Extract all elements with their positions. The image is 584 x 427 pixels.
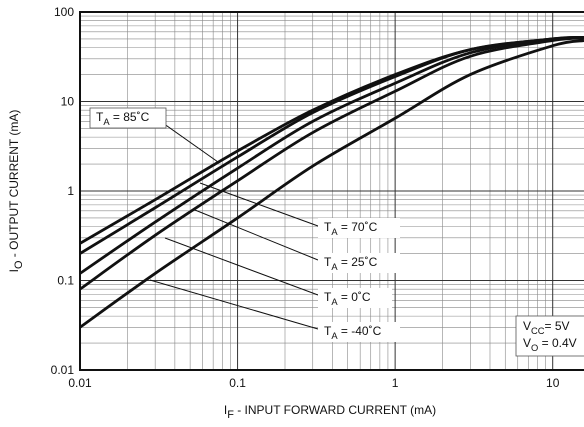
annotation-part: = 0.4V <box>538 336 576 350</box>
leader-line <box>194 209 319 261</box>
y-axis-label-part: - OUTPUT CURRENT (mA) <box>7 110 21 261</box>
label-bg <box>318 218 400 238</box>
plot-frame <box>79 11 584 371</box>
series-label: TA = 70˚C <box>324 220 378 237</box>
x-axis-label-part: - INPUT FORWARD CURRENT (mA) <box>234 403 436 417</box>
series-label: TA = 25˚C <box>324 255 378 272</box>
series-label-part: T <box>324 255 332 269</box>
y-tick-label: 0.1 <box>57 274 74 288</box>
leader-line <box>164 237 319 296</box>
series-label: TA = 0˚C <box>324 290 371 307</box>
x-tick-label: 1 <box>392 376 399 390</box>
annotation-part: V <box>523 336 531 350</box>
series-label-part: T <box>324 290 332 304</box>
series-label-part: A <box>103 117 110 127</box>
series-label-part: A <box>331 227 338 237</box>
series-label-part: T <box>96 110 104 124</box>
annotation-part: CC <box>531 326 545 336</box>
y-tick-label: 10 <box>61 95 75 109</box>
series-label-part: = 70˚C <box>338 220 378 234</box>
curve <box>80 39 584 329</box>
annotation-part: = 5V <box>545 319 570 333</box>
conditions-box <box>515 315 584 357</box>
series-label-part: = 0˚C <box>338 290 371 304</box>
annotation: VCC= 5V <box>523 319 570 336</box>
series-label-part: = 25˚C <box>338 255 378 269</box>
y-tick-label: 100 <box>54 5 74 19</box>
label-bg <box>318 322 400 342</box>
grid <box>79 11 584 371</box>
y-tick-label: 0.01 <box>51 363 75 377</box>
x-axis-label-part: I <box>224 403 227 417</box>
annotation-part: V <box>523 319 531 333</box>
x-axis-label-part: F <box>227 409 234 421</box>
leader-line <box>199 182 319 227</box>
annotation: VO = 0.4V <box>523 336 577 353</box>
y-axis-label: IO - OUTPUT CURRENT (mA) <box>7 110 25 273</box>
series-label: TA = -40˚C <box>324 324 382 341</box>
series-label-part: = 85˚C <box>110 110 150 124</box>
label-bg <box>318 253 400 273</box>
label-bg <box>318 288 392 308</box>
curve <box>80 35 584 275</box>
annotation-part: O <box>531 343 538 353</box>
series-label-part: A <box>331 262 338 272</box>
y-tick-label: 1 <box>67 184 74 198</box>
curve <box>80 36 584 245</box>
x-tick-label: 10 <box>546 376 560 390</box>
series-label-part: = -40˚C <box>338 324 382 338</box>
leader-line <box>159 120 219 163</box>
y-axis-label-part: I <box>7 269 21 272</box>
series-label-part: A <box>331 331 338 341</box>
series-label-part: A <box>331 297 338 307</box>
label-bg <box>89 107 167 129</box>
curve <box>80 36 584 291</box>
x-tick-label: 0.1 <box>229 376 246 390</box>
series-label: TA = 85˚C <box>96 110 150 127</box>
x-tick-label: 0.01 <box>68 376 92 390</box>
series-label-part: T <box>324 324 332 338</box>
plot-lines <box>80 35 584 329</box>
leader-line <box>149 279 319 330</box>
x-axis-label: IF - INPUT FORWARD CURRENT (mA) <box>224 403 436 421</box>
y-axis-label-part: O <box>13 261 25 269</box>
series-label-part: T <box>324 220 332 234</box>
